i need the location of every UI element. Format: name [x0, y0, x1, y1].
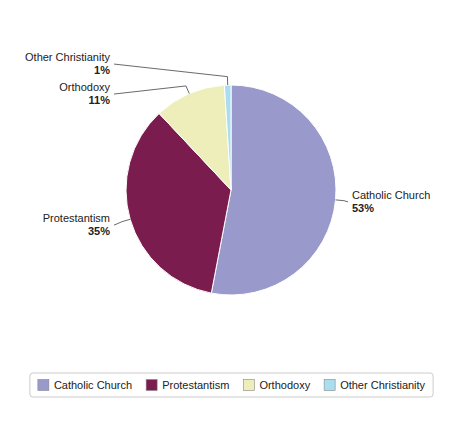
legend-swatch: [324, 380, 335, 391]
data-label-value: 11%: [89, 94, 111, 106]
pie-slice: [159, 85, 231, 190]
data-label: Protestantism35%: [43, 212, 110, 237]
data-labels: Other Christianity1% Orthodoxy11% Protesta…: [25, 51, 430, 237]
data-label: Other Christianity1%: [25, 51, 110, 76]
legend-frame: [30, 373, 433, 397]
data-label: Orthodoxy11%: [59, 81, 110, 106]
legend: Catholic Church Protestantism Orthodoxy Oth…: [30, 373, 433, 397]
legend-label: Catholic Church: [54, 379, 132, 391]
slices: [126, 85, 336, 295]
pie-slice: [224, 85, 231, 190]
leader-line: [114, 64, 228, 85]
leader-line: [336, 200, 348, 202]
data-label-category: Catholic Church: [352, 189, 430, 201]
data-label-value: 1%: [94, 64, 110, 76]
legend-swatch: [146, 380, 157, 391]
data-label: Catholic Church53%: [352, 189, 430, 214]
data-label-category: Protestantism: [43, 212, 110, 224]
data-label-category: Orthodoxy: [59, 81, 110, 93]
data-label-category: Other Christianity: [25, 51, 110, 63]
leader-line: [114, 86, 189, 94]
leader-line: [114, 219, 130, 225]
legend-swatch: [38, 380, 49, 391]
legend-label: Other Christianity: [340, 379, 425, 391]
legend-label: Protestantism: [162, 379, 229, 391]
data-label-value: 35%: [88, 225, 110, 237]
legend-swatch: [243, 380, 254, 391]
legend-label: Orthodoxy: [259, 379, 310, 391]
data-label-value: 53%: [352, 202, 374, 214]
background: [0, 0, 463, 425]
chart: Other Christianity1%Orthodoxy11%Protesta…: [0, 0, 463, 425]
